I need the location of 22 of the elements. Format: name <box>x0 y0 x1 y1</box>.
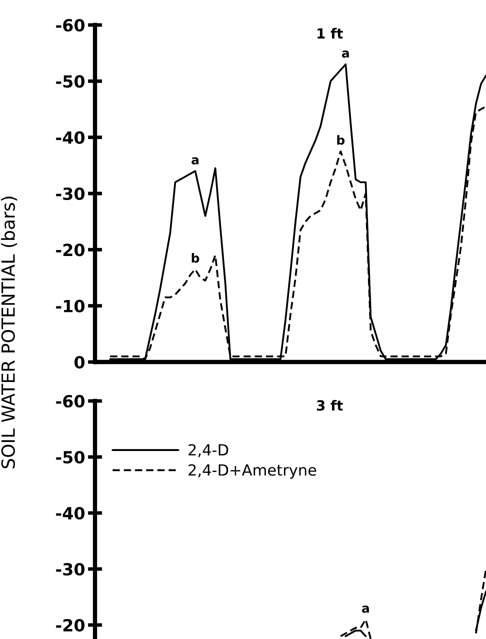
y-tick-label: -10 <box>56 300 84 312</box>
y-tick-label: -20 <box>56 244 84 256</box>
y-tick-label: -60 <box>56 394 84 408</box>
data-label: a <box>342 50 349 58</box>
data-label: b <box>337 135 345 145</box>
y-tick-label: -30 <box>56 187 84 200</box>
legend-label: 2,4-D+Ametryne <box>188 464 316 479</box>
y-tick-label: 0 <box>74 356 84 369</box>
y-tick-label: -20 <box>56 618 84 632</box>
chart-title: 1 ft <box>318 28 343 38</box>
y-axis-title: SOIL WATER POTENTIAL (bars) <box>0 196 18 468</box>
y-tick-label: -40 <box>56 506 84 520</box>
chart-title: 3 ft <box>316 400 343 411</box>
legend-label: 2,4-D <box>188 444 228 458</box>
y-tick-label: -40 <box>56 131 84 144</box>
y-tick-label: -50 <box>56 75 84 88</box>
data-label: a <box>192 157 198 164</box>
data-label: a <box>362 606 369 613</box>
y-tick-label: -60 <box>56 18 84 32</box>
y-tick-label: -50 <box>56 450 84 464</box>
data-label: b <box>192 253 200 263</box>
y-tick-label: -30 <box>56 562 84 576</box>
